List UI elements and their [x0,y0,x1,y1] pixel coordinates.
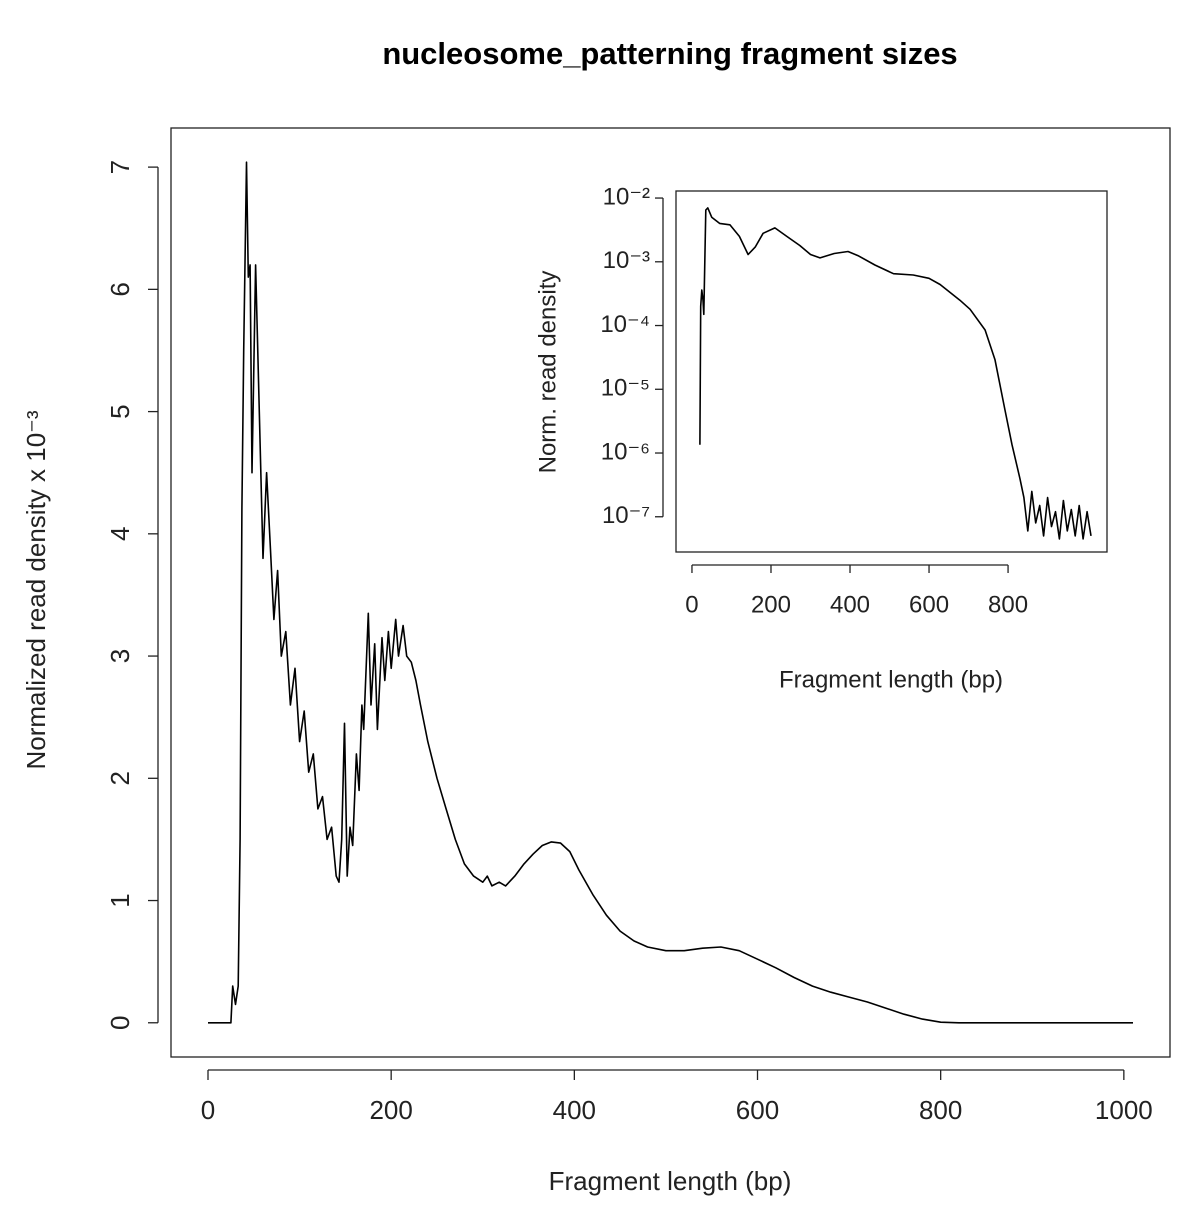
y-tick-label: 6 [105,282,135,296]
y-tick-label: 10⁻³ [603,247,650,274]
y-axis-label: Normalized read density x 10⁻³ [21,410,51,769]
data-line [208,161,1133,1024]
x-tick-label: 200 [369,1095,412,1125]
y-tick-label: 2 [105,771,135,785]
y-axis-label: Norm. read density [534,271,561,474]
y-tick-label: 3 [105,649,135,663]
y-tick-label: 1 [105,893,135,907]
x-tick-label: 600 [909,591,949,618]
y-tick-label: 4 [105,527,135,541]
x-tick-label: 800 [919,1095,962,1125]
data-line [699,207,1092,540]
x-tick-label: 400 [553,1095,596,1125]
x-tick-label: 800 [988,591,1028,618]
x-tick-label: 600 [736,1095,779,1125]
y-tick-label: 10⁻² [603,183,650,210]
plot-box [675,190,1108,553]
x-tick-label: 400 [830,591,870,618]
x-axis-label: Fragment length (bp) [549,1166,792,1196]
x-tick-label: 0 [685,591,698,618]
x-axis-label: Fragment length (bp) [779,666,1003,693]
y-tick-label: 7 [105,160,135,174]
y-tick-label: 10⁻⁵ [601,375,650,402]
plot-box [170,127,1171,1058]
y-tick-label: 0 [105,1016,135,1030]
chart-title: nucleosome_patterning fragment sizes [382,36,957,71]
y-tick-label: 10⁻⁶ [601,438,650,465]
x-tick-label: 200 [751,591,791,618]
x-tick-label: 1000 [1095,1095,1153,1125]
y-tick-label: 10⁻⁷ [602,502,650,529]
x-tick-label: 0 [201,1095,215,1125]
y-tick-label: 10⁻⁴ [600,311,650,338]
y-tick-label: 5 [105,404,135,418]
